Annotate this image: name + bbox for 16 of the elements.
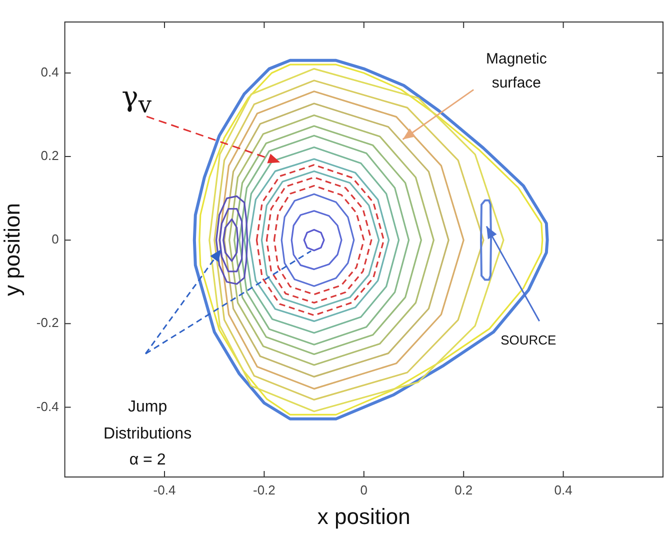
x-tick-label: -0.2 — [252, 482, 276, 498]
y-tick-label: 0.4 — [40, 64, 59, 80]
y-tick-label: 0 — [52, 232, 59, 247]
y-tick-label: -0.4 — [36, 398, 59, 414]
y-tick-label: -0.2 — [36, 315, 59, 330]
x-axis-title: x position — [317, 504, 410, 529]
x-tick-label: 0.2 — [454, 482, 473, 498]
x-tick-label: -0.4 — [153, 482, 176, 498]
annotation: Jump Distributions α = 2 — [104, 398, 192, 471]
x-tick-label: 0.4 — [554, 482, 572, 498]
annotation: γ$_{v}$ — [122, 79, 152, 121]
annotation: Magnetic surface — [486, 48, 547, 94]
x-tick-label: 0 — [360, 482, 368, 498]
y-axis-title: y position — [0, 203, 24, 296]
y-tick-label: 0.2 — [40, 148, 59, 164]
annotation: SOURCE — [500, 331, 556, 350]
